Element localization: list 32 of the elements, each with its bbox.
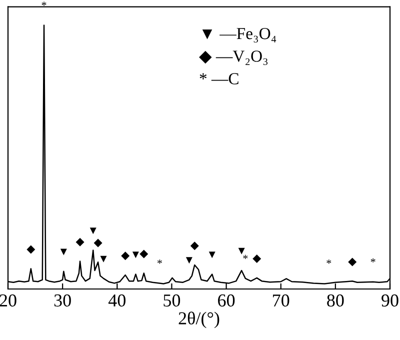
x-tick-label: 70 bbox=[273, 294, 290, 307]
annotation: ▼ bbox=[100, 256, 107, 262]
x-tick-label: 80 bbox=[327, 294, 344, 307]
annotation: ▼ bbox=[132, 252, 139, 258]
x-tick-label: 20 bbox=[0, 294, 16, 307]
x-tick-label: 90 bbox=[382, 294, 398, 307]
annotation: * bbox=[42, 2, 46, 6]
annotation: ◆ bbox=[76, 238, 84, 246]
annotation: ▼ bbox=[208, 252, 216, 258]
annotation: * bbox=[157, 260, 162, 264]
x-tick-label: 30 bbox=[54, 294, 71, 307]
annotation: * bbox=[370, 258, 376, 262]
annotation: ◆ bbox=[94, 238, 102, 248]
annotation: ▼ bbox=[238, 248, 245, 254]
annotation: ▼ bbox=[60, 248, 67, 256]
annotation: ◆ bbox=[252, 254, 262, 264]
annotation: ◆ bbox=[190, 242, 199, 250]
annotation: ◆ —V₂O₃ bbox=[199, 50, 268, 66]
annotation: ◆ bbox=[26, 245, 36, 254]
x-tick-label: 40 bbox=[108, 294, 126, 307]
annotation: * bbox=[326, 260, 332, 264]
x-tick-label: 50 bbox=[164, 294, 180, 307]
annotation: ▼ —Fe₃O₄ bbox=[202, 28, 276, 42]
annotation: * —C bbox=[200, 73, 238, 84]
annotation: ▼ bbox=[186, 257, 192, 264]
annotation: ◆ bbox=[348, 258, 357, 266]
x-tick-label: 60 bbox=[218, 294, 235, 307]
annotation: ◆ bbox=[140, 250, 148, 258]
annotation: ▼ bbox=[90, 228, 96, 234]
x-axis-title: 2θ/(°) bbox=[178, 312, 220, 328]
annotation: * bbox=[243, 254, 248, 259]
annotation: ◆ bbox=[121, 252, 130, 260]
